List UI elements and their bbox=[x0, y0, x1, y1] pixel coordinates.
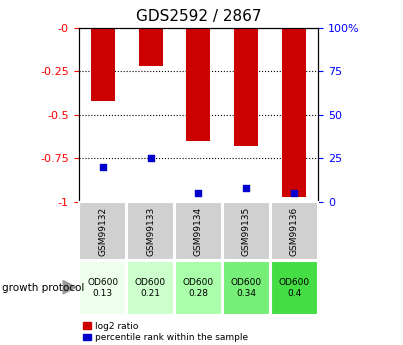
Point bbox=[99, 164, 106, 170]
Bar bbox=[127, 261, 174, 315]
Title: GDS2592 / 2867: GDS2592 / 2867 bbox=[136, 9, 261, 24]
Text: OD600
0.21: OD600 0.21 bbox=[135, 278, 166, 298]
Polygon shape bbox=[63, 280, 76, 294]
Text: GSM99136: GSM99136 bbox=[290, 207, 299, 256]
Bar bbox=[187, 28, 210, 141]
Legend: log2 ratio, percentile rank within the sample: log2 ratio, percentile rank within the s… bbox=[83, 322, 248, 342]
Bar bbox=[283, 28, 306, 197]
Bar bbox=[223, 203, 270, 260]
Text: GSM99133: GSM99133 bbox=[146, 207, 155, 256]
Text: GSM99134: GSM99134 bbox=[194, 207, 203, 256]
Bar bbox=[271, 261, 318, 315]
Text: growth protocol: growth protocol bbox=[2, 283, 84, 293]
Point bbox=[243, 185, 250, 191]
Text: GSM99135: GSM99135 bbox=[242, 207, 251, 256]
Text: OD600
0.13: OD600 0.13 bbox=[87, 278, 118, 298]
Text: OD600
0.34: OD600 0.34 bbox=[231, 278, 262, 298]
Bar bbox=[91, 28, 114, 101]
Point bbox=[291, 190, 297, 196]
Bar bbox=[175, 203, 222, 260]
Bar bbox=[223, 261, 270, 315]
Bar bbox=[235, 28, 258, 146]
Point bbox=[147, 156, 154, 161]
Text: OD600
0.4: OD600 0.4 bbox=[279, 278, 310, 298]
Point bbox=[195, 190, 202, 196]
Text: OD600
0.28: OD600 0.28 bbox=[183, 278, 214, 298]
Bar bbox=[127, 203, 174, 260]
Text: GSM99132: GSM99132 bbox=[98, 207, 107, 256]
Bar bbox=[139, 28, 162, 66]
Bar bbox=[271, 203, 318, 260]
Bar bbox=[79, 203, 126, 260]
Bar bbox=[79, 261, 126, 315]
Bar bbox=[175, 261, 222, 315]
